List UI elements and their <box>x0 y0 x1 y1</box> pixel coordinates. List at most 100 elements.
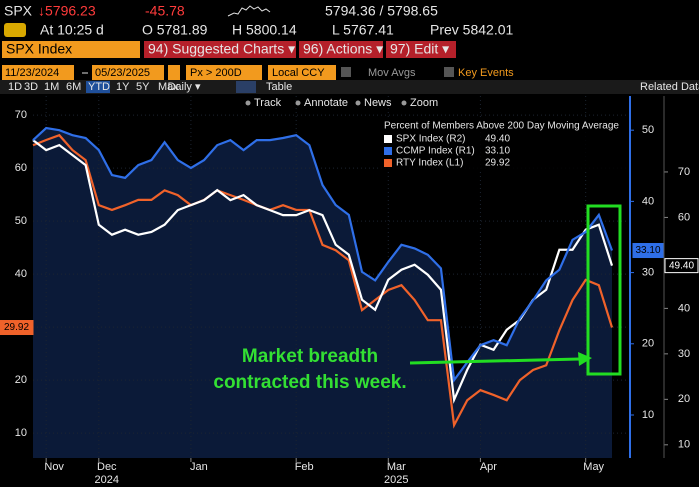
security-field[interactable] <box>2 41 140 58</box>
start-date-field[interactable] <box>2 65 74 80</box>
y-tick-label: 60 <box>15 162 27 174</box>
legend-swatch <box>384 135 392 143</box>
frequency[interactable]: Daily ▾ <box>167 81 201 93</box>
last-value-box <box>664 258 699 274</box>
bid-ask: 5794.36 / 5798.65 <box>325 3 438 19</box>
field: Px > 200D <box>190 67 242 79</box>
y-tick-label: 10 <box>15 427 27 439</box>
menu-label: 96) Actions ▾ <box>303 41 383 57</box>
tool-button[interactable]: Track <box>254 97 282 109</box>
y-tick-label: 70 <box>15 109 27 121</box>
series-line <box>32 133 614 429</box>
period-button[interactable]: 5Y <box>136 81 150 93</box>
last-value-label: 29.92 <box>4 322 29 333</box>
high: H 5800.14 <box>232 22 297 38</box>
period-selected <box>86 81 110 93</box>
tool-button[interactable]: News <box>364 97 392 109</box>
y3-tick-label: 60 <box>678 211 690 223</box>
x-tick-label: Mar <box>387 461 406 473</box>
checkbox[interactable] <box>341 67 351 77</box>
legend-label: CCMP Index (R1) <box>396 146 475 157</box>
x-tick-label: Apr <box>480 461 497 473</box>
tool-button[interactable]: Annotate <box>304 97 348 109</box>
field-box[interactable] <box>186 65 262 80</box>
currency: Local CCY <box>272 67 325 79</box>
currency-box[interactable] <box>268 65 336 80</box>
ticker: SPX <box>4 3 33 19</box>
annotation-arrow <box>409 357 581 365</box>
highlight-box <box>586 204 622 376</box>
y3-tick-label: 30 <box>678 348 690 360</box>
checkbox[interactable] <box>444 67 454 77</box>
last-value-label: 49.40 <box>669 260 694 271</box>
y2-tick-label: 10 <box>642 409 654 421</box>
table[interactable]: Table <box>266 81 292 93</box>
y-tick-label: 50 <box>15 215 27 227</box>
low: L 5767.41 <box>332 22 394 38</box>
alert-icon[interactable] <box>4 23 26 37</box>
related-data[interactable]: Related Data <box>640 81 699 93</box>
field-icon[interactable] <box>168 65 180 80</box>
open: O 5781.89 <box>142 22 208 38</box>
key-events[interactable]: Key Events <box>458 67 514 79</box>
last-value-box <box>0 320 34 336</box>
y2-tick-label: 30 <box>642 266 654 278</box>
range-bar <box>0 80 699 94</box>
y-tick-label: 20 <box>15 374 27 386</box>
arrow-head <box>578 352 592 366</box>
y-tick-label: 40 <box>15 268 27 280</box>
chart-icon[interactable] <box>236 81 256 93</box>
sparkline <box>227 5 271 17</box>
menu-button[interactable] <box>386 41 456 58</box>
period-button[interactable]: Max <box>158 81 179 93</box>
y2-tick-label: 20 <box>642 338 654 350</box>
annotation: Market breadth <box>242 346 378 367</box>
period-button[interactable]: 1M <box>44 81 59 93</box>
series-line <box>32 139 614 404</box>
y3-tick-label: 40 <box>678 302 690 314</box>
x-year-label: 2024 <box>95 474 119 486</box>
period-button[interactable]: 3D <box>24 81 38 93</box>
prev-close: Prev 5842.01 <box>430 22 513 38</box>
start-date: 11/23/2024 <box>5 67 59 79</box>
tool-button[interactable]: Zoom <box>410 97 438 109</box>
menu-button[interactable] <box>144 41 296 58</box>
series-line <box>32 126 614 383</box>
legend-value: 29.92 <box>485 158 510 169</box>
legend-box <box>378 118 628 170</box>
last-value-box <box>632 243 664 259</box>
x-tick-label: Dec <box>97 461 117 473</box>
annotation: contracted this week. <box>213 372 406 393</box>
period-button[interactable]: YTD <box>88 81 110 93</box>
y3-tick-label: 70 <box>678 166 690 178</box>
tool-icon <box>245 100 251 106</box>
period-button[interactable]: 6M <box>66 81 81 93</box>
menu-label: 97) Edit ▾ <box>390 41 449 57</box>
x-tick-label: Jan <box>190 461 208 473</box>
legend-label: RTY Index (L1) <box>396 158 463 169</box>
end-date: 05/23/2025 <box>95 67 150 79</box>
quote-time: At 10:25 d <box>40 22 104 38</box>
y2-tick-label: 40 <box>642 195 654 207</box>
x-tick-label: Feb <box>295 461 314 473</box>
legend-label: SPX Index (R2) <box>396 134 465 145</box>
x-year-label: 2025 <box>384 474 408 486</box>
last-value-label: 33.10 <box>635 245 660 256</box>
y3-tick-label: 10 <box>678 439 690 451</box>
menu-label: 94) Suggested Charts ▾ <box>148 41 295 57</box>
y2-tick-label: 50 <box>642 124 654 136</box>
legend-title: Percent of Members Above 200 Day Moving … <box>384 121 619 132</box>
menu-button[interactable] <box>299 41 383 58</box>
change: -45.78 <box>145 3 185 19</box>
legend-swatch <box>384 159 392 167</box>
mov-avgs[interactable]: Mov Avgs <box>368 67 416 79</box>
legend-swatch <box>384 147 392 155</box>
end-date-field[interactable] <box>92 65 164 80</box>
tool-icon <box>355 100 361 106</box>
period-button[interactable]: 1Y <box>116 81 130 93</box>
security: SPX Index <box>6 41 72 57</box>
period-button[interactable]: 1D <box>8 81 22 93</box>
x-tick-label: May <box>583 461 604 473</box>
legend-value: 49.40 <box>485 134 510 145</box>
